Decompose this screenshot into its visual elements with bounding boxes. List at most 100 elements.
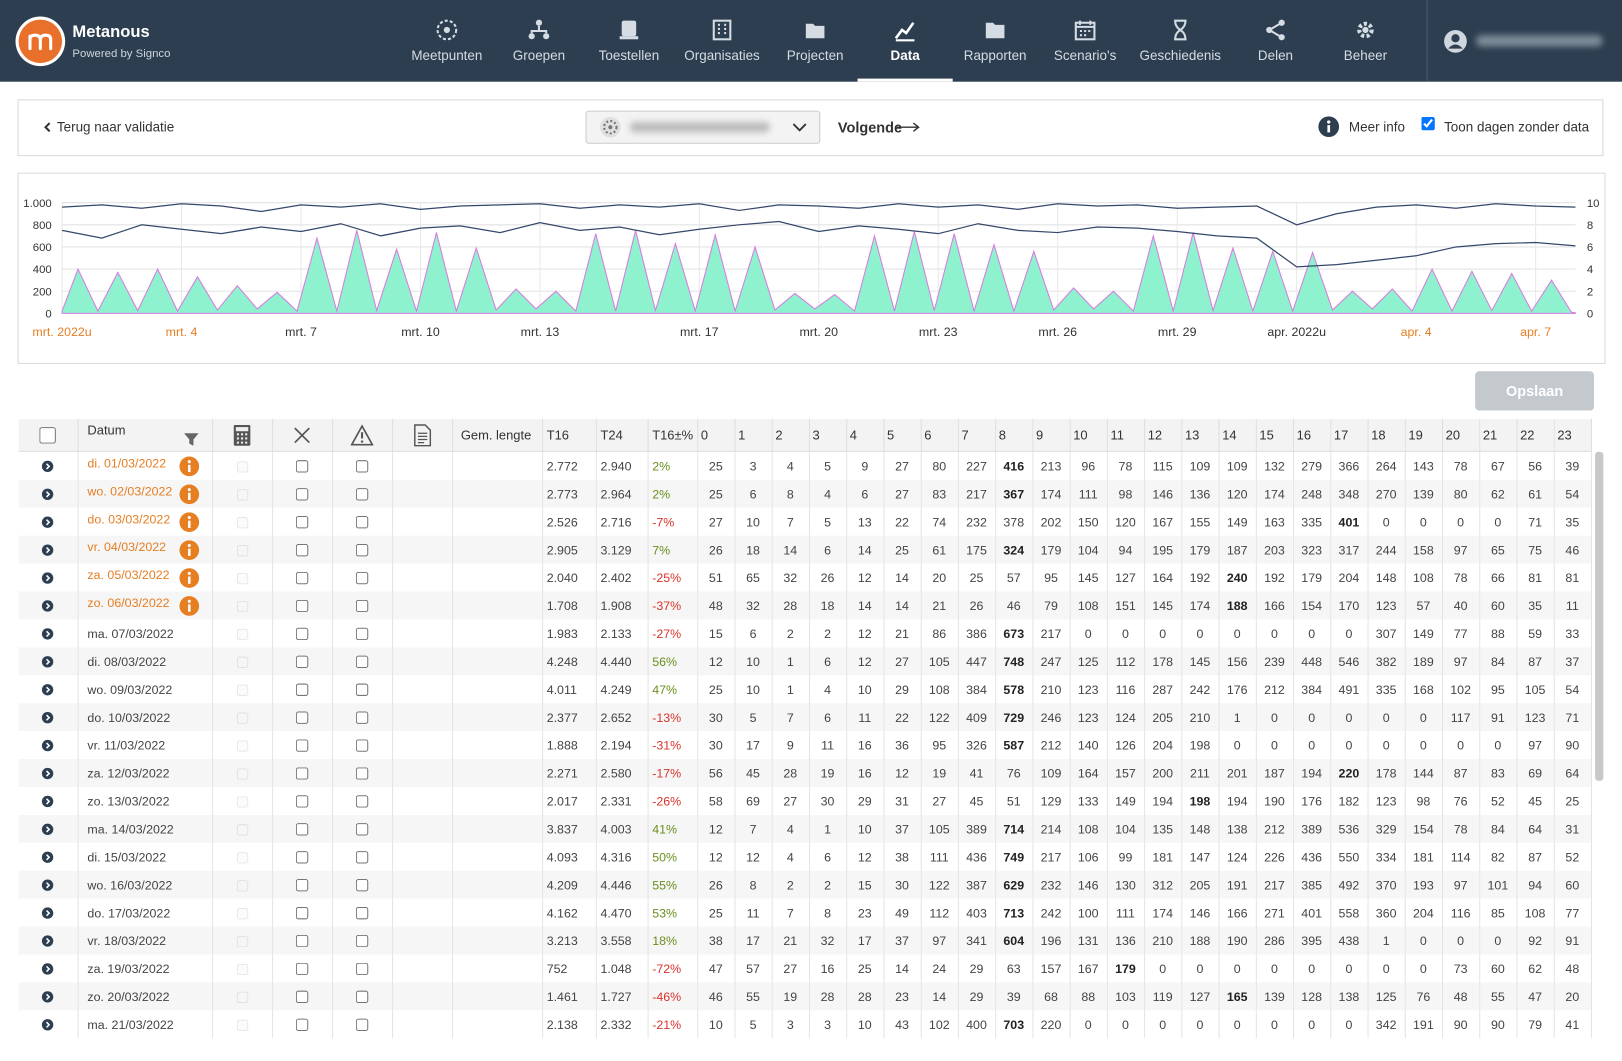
warning-info-icon[interactable]	[178, 595, 199, 616]
warning-checkbox[interactable]	[355, 907, 369, 920]
nav-item[interactable]: Organisaties	[675, 0, 768, 82]
t24-cell: 2.332	[595, 1010, 649, 1039]
delete-checkbox[interactable]	[295, 823, 309, 836]
nav-item[interactable]: Toestellen	[582, 0, 675, 82]
delete-checkbox[interactable]	[295, 739, 309, 753]
nav-item[interactable]: Data	[857, 0, 953, 82]
note-cell	[392, 591, 453, 620]
expand-icon[interactable]	[42, 684, 54, 696]
expand-icon[interactable]	[42, 796, 54, 808]
warning-info-icon[interactable]	[178, 539, 199, 560]
nav-item[interactable]: Meetpunten	[400, 0, 493, 82]
warning-info-icon[interactable]	[178, 511, 199, 532]
warning-checkbox[interactable]	[355, 655, 369, 669]
warning-checkbox[interactable]	[355, 963, 369, 976]
nav-item[interactable]: Geschiedenis	[1134, 0, 1227, 82]
expand-icon[interactable]	[42, 740, 54, 752]
expand-icon[interactable]	[42, 879, 54, 892]
nav-item[interactable]: Rapporten	[949, 0, 1042, 82]
warning-checkbox[interactable]	[355, 572, 369, 585]
warning-checkbox[interactable]	[355, 488, 369, 501]
next-link[interactable]: Volgende	[837, 118, 902, 136]
expand-icon[interactable]	[42, 544, 54, 557]
warning-info-icon[interactable]	[178, 483, 199, 504]
delete-checkbox[interactable]	[295, 991, 309, 1004]
warning-checkbox[interactable]	[355, 851, 369, 864]
avatar[interactable]	[1443, 29, 1468, 54]
expand-icon[interactable]	[42, 907, 54, 920]
table-row: za. 05/03/2022 2.040 2.402 -25% 51 65 32 26 12 14…	[18, 563, 1592, 592]
warning-checkbox[interactable]	[355, 1018, 369, 1032]
delete-checkbox[interactable]	[295, 795, 309, 808]
delete-checkbox[interactable]	[295, 711, 309, 725]
delete-icon	[294, 427, 310, 443]
warning-checkbox[interactable]	[355, 767, 369, 781]
expand-icon[interactable]	[42, 963, 54, 975]
expand-icon[interactable]	[42, 935, 54, 948]
back-link[interactable]: Terug naar validatie	[56, 118, 175, 135]
delete-checkbox[interactable]	[295, 963, 309, 976]
expand-icon[interactable]	[42, 516, 54, 529]
delete-checkbox[interactable]	[295, 907, 309, 920]
nav-item[interactable]: Beheer	[1319, 0, 1412, 82]
nav-item[interactable]: Delen	[1229, 0, 1322, 82]
t24-cell: 2.940	[595, 451, 649, 480]
delete-checkbox[interactable]	[295, 1018, 309, 1032]
info-link[interactable]: Meer info	[1348, 118, 1405, 135]
expand-cell	[18, 647, 79, 676]
hour-header: 13	[1181, 418, 1220, 452]
expand-icon[interactable]	[42, 656, 54, 668]
warning-checkbox[interactable]	[355, 795, 369, 808]
delete-checkbox[interactable]	[295, 683, 309, 697]
delete-checkbox[interactable]	[295, 851, 309, 864]
warning-info-icon[interactable]	[178, 456, 199, 477]
filter-icon[interactable]	[183, 431, 200, 448]
expand-icon[interactable]	[42, 600, 54, 613]
warning-checkbox[interactable]	[355, 544, 369, 557]
hour-cell: 212	[1032, 731, 1071, 760]
expand-icon[interactable]	[42, 1019, 54, 1031]
nav-item[interactable]: Projecten	[769, 0, 862, 82]
expand-icon[interactable]	[42, 628, 54, 640]
warning-checkbox[interactable]	[355, 628, 369, 641]
warning-checkbox[interactable]	[355, 460, 369, 473]
delete-checkbox[interactable]	[295, 879, 309, 892]
nav-item[interactable]: Groepen	[492, 0, 585, 82]
expand-icon[interactable]	[42, 712, 54, 724]
show-empty-label[interactable]: Toon dagen zonder data	[1444, 118, 1590, 135]
expand-icon[interactable]	[42, 488, 54, 501]
expand-icon[interactable]	[42, 461, 54, 473]
delete-checkbox[interactable]	[295, 516, 309, 529]
expand-icon[interactable]	[42, 851, 54, 864]
expand-icon[interactable]	[42, 572, 54, 585]
warning-info-icon[interactable]	[178, 567, 199, 588]
delete-checkbox[interactable]	[295, 572, 309, 585]
delete-checkbox[interactable]	[295, 544, 309, 557]
warning-checkbox[interactable]	[355, 935, 369, 948]
expand-icon[interactable]	[42, 768, 54, 780]
delete-checkbox[interactable]	[295, 628, 309, 641]
delete-checkbox[interactable]	[295, 488, 309, 501]
delete-checkbox[interactable]	[295, 655, 309, 669]
warning-checkbox[interactable]	[355, 711, 369, 725]
delete-checkbox[interactable]	[295, 767, 309, 781]
info-icon[interactable]	[1318, 116, 1340, 138]
warning-checkbox[interactable]	[355, 516, 369, 529]
select-all[interactable]	[39, 426, 57, 444]
warning-checkbox[interactable]	[355, 823, 369, 836]
nav-item[interactable]: Scenario's	[1039, 0, 1132, 82]
warning-checkbox[interactable]	[355, 879, 369, 892]
warning-checkbox[interactable]	[355, 600, 369, 613]
save-button[interactable]: Opslaan	[1475, 371, 1595, 411]
show-empty-checkbox[interactable]	[1421, 116, 1435, 131]
delete-checkbox[interactable]	[295, 600, 309, 613]
location-select[interactable]	[585, 110, 821, 144]
delete-checkbox[interactable]	[295, 935, 309, 948]
expand-icon[interactable]	[42, 991, 54, 1003]
expand-icon[interactable]	[42, 823, 54, 836]
warning-checkbox[interactable]	[355, 683, 369, 697]
delete-checkbox-cell	[272, 786, 333, 815]
warning-checkbox[interactable]	[355, 991, 369, 1004]
delete-checkbox[interactable]	[295, 460, 309, 473]
warning-checkbox[interactable]	[355, 739, 369, 753]
